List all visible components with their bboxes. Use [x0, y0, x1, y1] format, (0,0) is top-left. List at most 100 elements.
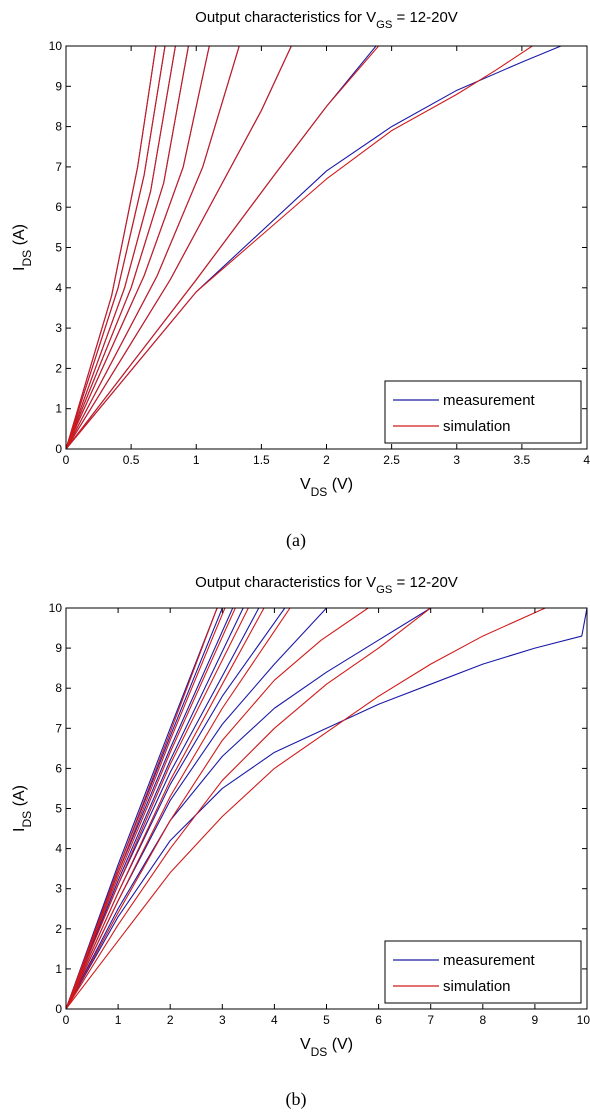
x-axis-label-sub: DS	[311, 485, 328, 499]
y-tick-label: 4	[55, 281, 62, 295]
y-tick-label: 1	[55, 962, 62, 976]
series-simulation-curve-4	[66, 608, 265, 1009]
chart-title-prefix: Output characteristics for V	[195, 9, 376, 26]
series-measurement-curve-6	[66, 608, 327, 1009]
y-axis-label-main: I	[11, 828, 28, 832]
y-axis-label: IDS (A)	[11, 785, 34, 832]
chart-title-sub: GS	[376, 19, 392, 31]
x-tick-label: 1.5	[253, 453, 270, 467]
y-tick-label: 10	[49, 601, 63, 615]
series-simulation-curve-2	[66, 608, 236, 1009]
y-tick-label: 7	[55, 721, 62, 735]
series-simulation-curve-1	[66, 608, 226, 1009]
series-measurement-curve-0	[66, 46, 157, 449]
chart-title-suffix: = 12-20V	[392, 574, 457, 591]
series-simulation-curve-0	[66, 608, 218, 1009]
x-tick-label: 0	[63, 1013, 70, 1027]
caption-b: (b)	[286, 1089, 307, 1110]
y-tick-label: 2	[55, 922, 62, 936]
x-tick-label: 0	[63, 453, 70, 467]
series-measurement-curve-3	[66, 608, 244, 1009]
legend-label-measurement: measurement	[443, 392, 536, 409]
y-axis-label-unit: (A)	[11, 785, 28, 811]
x-tick-label: 6	[375, 1013, 382, 1027]
y-tick-label: 6	[55, 761, 62, 775]
x-axis-label-main: V	[300, 1036, 311, 1053]
caption-a: (a)	[286, 530, 306, 551]
x-tick-label: 7	[427, 1013, 434, 1027]
x-tick-label: 10	[577, 1013, 590, 1027]
y-tick-label: 5	[55, 802, 62, 816]
series-simulation-curve-0	[66, 46, 157, 449]
series-simulation-curve-5	[66, 46, 240, 449]
y-tick-label: 10	[49, 39, 63, 53]
x-axis-label-sub: DS	[311, 1045, 328, 1059]
series-simulation-curve-3	[66, 608, 249, 1009]
series-simulation-curve-8	[66, 608, 546, 1009]
x-tick-label: 3	[453, 453, 460, 467]
series-measurement-curve-6	[66, 46, 292, 449]
x-tick-label: 1	[115, 1013, 122, 1027]
y-tick-label: 8	[55, 120, 62, 134]
x-tick-label: 4	[271, 1013, 278, 1027]
x-axis-label: VDS (V)	[300, 1036, 353, 1059]
x-axis-label-unit: (V)	[327, 476, 353, 493]
legend-label-measurement: measurement	[443, 952, 536, 969]
y-axis-label-main: I	[11, 267, 28, 271]
y-tick-label: 8	[55, 681, 62, 695]
chart-title-suffix: = 12-20V	[392, 9, 457, 26]
y-tick-label: 5	[55, 241, 62, 255]
series-simulation-curve-6	[66, 46, 292, 449]
series-measurement-curve-7	[66, 608, 431, 1009]
y-tick-label: 3	[55, 882, 62, 896]
legend-label-simulation: simulation	[443, 978, 511, 995]
series-simulation-curve-7	[66, 608, 432, 1009]
legend-box	[384, 380, 582, 444]
y-tick-label: 1	[55, 402, 62, 416]
series-simulation-curve-6	[66, 608, 369, 1009]
curves-group	[66, 608, 587, 1009]
legend: measurement simulation	[384, 940, 582, 1004]
y-axis-label-unit: (A)	[11, 224, 28, 250]
y-tick-label: 7	[55, 160, 62, 174]
y-tick-label: 6	[55, 200, 62, 214]
y-axis-label-sub: DS	[20, 250, 34, 267]
x-tick-label: 2	[323, 453, 330, 467]
series-simulation-curve-5	[66, 608, 291, 1009]
chart-title-sub: GS	[376, 584, 392, 596]
series-simulation-curve-1	[66, 46, 166, 449]
y-tick-label: 0	[55, 1002, 62, 1016]
x-tick-label: 2.5	[383, 453, 400, 467]
chart-a: Output characteristics for VGS = 12-20V 0…	[11, 9, 590, 499]
y-tick-label: 9	[55, 641, 62, 655]
x-tick-label: 4	[583, 453, 590, 467]
x-axis-label-main: V	[300, 476, 311, 493]
y-tick-label: 0	[55, 442, 62, 456]
x-tick-label: 5	[323, 1013, 330, 1027]
x-tick-label: 3.5	[514, 453, 531, 467]
legend: measurement simulation	[384, 380, 582, 444]
curves-group	[66, 46, 562, 449]
series-measurement-curve-5	[66, 46, 240, 449]
y-tick-label: 2	[55, 361, 62, 375]
x-axis-label-unit: (V)	[327, 1036, 353, 1053]
series-measurement-curve-8	[66, 608, 587, 1009]
y-tick-label: 4	[55, 842, 62, 856]
series-measurement-curve-2	[66, 46, 176, 449]
x-tick-label: 9	[532, 1013, 539, 1027]
series-simulation-curve-2	[66, 46, 176, 449]
x-tick-label: 1	[193, 453, 200, 467]
chart-title: Output characteristics for VGS = 12-20V	[195, 9, 458, 31]
x-tick-label: 0.5	[123, 453, 140, 467]
x-tick-label: 2	[167, 1013, 174, 1027]
series-simulation-curve-8	[66, 46, 533, 449]
series-measurement-curve-0	[66, 608, 218, 1009]
y-tick-label: 3	[55, 321, 62, 335]
y-axis-label: IDS (A)	[11, 224, 34, 271]
chart-title-prefix: Output characteristics for V	[195, 574, 376, 591]
legend-label-simulation: simulation	[443, 418, 511, 435]
x-tick-label: 8	[479, 1013, 486, 1027]
x-tick-label: 3	[219, 1013, 226, 1027]
series-simulation-curve-3	[66, 46, 189, 449]
y-axis-label-sub: DS	[20, 811, 34, 828]
